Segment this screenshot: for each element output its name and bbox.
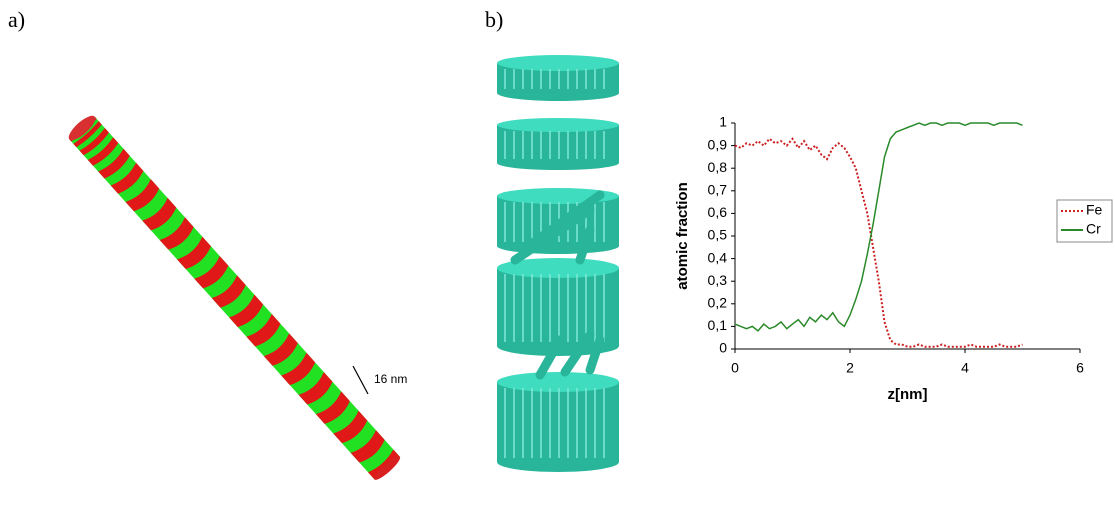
y-tick-label: 0,8: [708, 159, 728, 175]
series-line: [735, 123, 1023, 331]
disc-side: [497, 382, 619, 462]
y-tick-label: 0,3: [708, 272, 728, 288]
y-tick-label: 0,6: [708, 204, 728, 220]
x-tick-label: 2: [846, 360, 854, 376]
page: a) b) 16 nm 0 0,1 0,2 0,3 0,4 0,5 0,6 0,7 0,8 0,9…: [0, 0, 1115, 505]
disc-bottom: [497, 452, 619, 472]
isosurface-image: [497, 55, 619, 472]
disc-side: [497, 268, 619, 346]
scale-bar: [353, 366, 368, 394]
y-tick-label: 0,5: [708, 227, 728, 243]
y-tick-label: 0: [719, 340, 727, 356]
y-tick-label: 0,9: [708, 136, 728, 152]
figure: a) b) 16 nm 0 0,1 0,2 0,3 0,4 0,5 0,6 0,7 0,8 0,9…: [0, 0, 1115, 505]
y-tick-label: 0,4: [708, 249, 728, 265]
scale-label: 16 nm: [374, 372, 407, 386]
disc-bottom: [497, 238, 619, 254]
y-axis-label: atomic fraction: [674, 182, 691, 290]
y-tick-label: 0,1: [708, 317, 728, 333]
y-tick-label: 0,7: [708, 182, 728, 198]
series-line: [735, 139, 1023, 347]
x-tick-label: 6: [1076, 360, 1084, 376]
y-tick-label: 1: [719, 114, 727, 130]
disc-top: [497, 372, 619, 392]
disc-top: [497, 118, 619, 132]
x-tick-label: 0: [731, 360, 739, 376]
y-tick-label: 0,2: [708, 295, 728, 311]
panel-label: b): [485, 7, 503, 32]
disc-bottom: [497, 156, 619, 170]
panel-label: a): [8, 7, 25, 32]
nanowire-image: [65, 112, 402, 482]
x-axis-label: z[nm]: [888, 386, 928, 403]
x-tick-label: 4: [961, 360, 969, 376]
disc-bottom: [497, 85, 619, 101]
legend-label: Fe: [1086, 202, 1103, 218]
disc-top: [497, 55, 619, 71]
legend-label: Cr: [1086, 221, 1101, 237]
legend-box: [1057, 200, 1112, 242]
